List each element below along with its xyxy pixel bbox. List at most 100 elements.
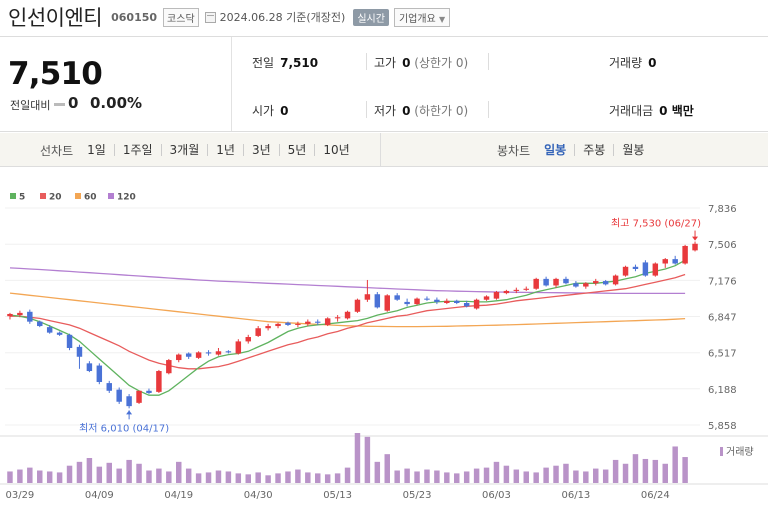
volume-bar	[17, 469, 23, 483]
period-3y[interactable]: 3년	[242, 144, 279, 156]
candle-body	[682, 245, 688, 264]
candle-body	[86, 363, 93, 372]
candle-body	[692, 243, 698, 251]
volume-bar	[136, 463, 142, 483]
y-tick-label: 6,847	[708, 313, 737, 324]
price-box: 7,510 전일대비 0 0.00%	[0, 37, 232, 131]
candle-body	[126, 396, 132, 407]
volume-bar	[463, 471, 470, 483]
period-3m[interactable]: 3개월	[160, 144, 208, 156]
volume-bar	[513, 469, 520, 483]
candle-body	[563, 278, 569, 284]
x-tick-label: 06/24	[641, 490, 670, 501]
volume-bar	[454, 473, 460, 483]
divider	[488, 101, 489, 118]
company-overview-dropdown[interactable]: 기업개요 ▼	[393, 7, 451, 27]
low-arrow-head-icon	[126, 410, 133, 415]
period-1d[interactable]: 1일	[87, 143, 106, 157]
candle-body	[176, 354, 182, 361]
volume-bar	[76, 461, 83, 483]
high-arrow-head-icon	[692, 236, 699, 241]
legend-label: 120	[117, 193, 136, 203]
open-value: 0	[280, 104, 289, 118]
volume-bar	[265, 475, 271, 483]
legend-swatch	[40, 193, 46, 199]
candle-body	[444, 300, 450, 304]
volume-bar	[344, 467, 351, 483]
period-1y[interactable]: 1년	[207, 144, 243, 156]
period-monthly[interactable]: 월봉	[613, 144, 652, 156]
candle-body	[394, 295, 400, 300]
candle-body	[593, 281, 599, 284]
legend-label: 20	[49, 193, 62, 203]
candle-body	[46, 327, 53, 333]
candle-body	[255, 328, 261, 336]
volume-bar	[176, 461, 182, 483]
candle-body	[295, 323, 301, 325]
candle-body	[523, 288, 529, 290]
candle-body	[384, 295, 390, 311]
volume-bar	[185, 468, 192, 483]
volume-bar	[553, 465, 559, 483]
volume-bar	[245, 474, 251, 483]
current-price: 7,510	[8, 56, 103, 92]
candle-body	[334, 317, 341, 319]
candle-body	[146, 390, 152, 393]
moving-average-lines	[9, 259, 686, 396]
x-tick-label: 03/29	[5, 490, 34, 501]
period-1w[interactable]: 1주일	[113, 144, 161, 156]
volume-bar	[37, 470, 43, 483]
candle-body	[344, 311, 351, 319]
realtime-button[interactable]: 실시간	[353, 8, 389, 26]
period-10y[interactable]: 10년	[314, 144, 357, 156]
volume-bar	[46, 471, 53, 483]
period-5y[interactable]: 5년	[278, 144, 315, 156]
candle-body	[642, 262, 649, 276]
candlesticks	[7, 241, 698, 409]
volume-bar	[275, 473, 281, 483]
candle-body	[424, 298, 430, 300]
volume-bar	[116, 468, 122, 483]
period-daily[interactable]: 일봉	[544, 143, 567, 157]
volume-bar	[305, 472, 311, 483]
volume-bar	[205, 472, 212, 483]
candle-body	[315, 321, 321, 323]
ma20-line	[10, 273, 686, 370]
volume-bar	[225, 471, 232, 483]
price-chart[interactable]: 5 20 60 120 거래량 7,836 7,506 7,176 6,847 6,517 6,…	[0, 183, 768, 514]
candle-body	[116, 389, 122, 402]
candle-body	[543, 278, 549, 286]
y-tick-label: 7,836	[708, 204, 737, 215]
prev-close-stat: 전일 7,510	[252, 54, 318, 71]
company-overview-label: 기업개요	[398, 13, 436, 25]
candle-body	[672, 259, 678, 264]
volume-bar	[424, 469, 430, 483]
candle-body	[166, 360, 172, 374]
volume-stat: 거래량 0	[609, 54, 656, 71]
candle-body	[483, 296, 490, 300]
volume-bar	[156, 468, 162, 483]
x-tick-label: 04/30	[244, 490, 273, 501]
candle-body	[27, 311, 33, 322]
stock-code: 060150	[111, 10, 158, 24]
upper-limit: (상한가 0)	[414, 56, 469, 70]
calendar-icon	[204, 11, 216, 23]
volume-bar	[315, 473, 321, 483]
line-chart-periods: 선차트 1일 1주일 3개월 1년 3년 5년 10년	[0, 133, 358, 167]
candle-body	[66, 334, 73, 348]
volume-bar	[503, 465, 510, 483]
period-weekly[interactable]: 주봉	[574, 144, 613, 156]
prev-close-value: 7,510	[280, 56, 319, 70]
divider	[366, 101, 367, 118]
volume-legend-swatch	[720, 447, 723, 456]
candle-body	[404, 301, 410, 305]
volume-bar	[195, 473, 202, 483]
ma60-line	[9, 292, 686, 328]
lower-limit: (하한가 0)	[414, 104, 469, 118]
divider	[366, 53, 367, 70]
legend-swatch	[10, 193, 16, 199]
value-traded-value: 0 백만	[659, 104, 694, 118]
y-tick-label: 6,517	[708, 349, 737, 360]
candle-body	[76, 346, 83, 357]
ma120-line	[9, 267, 686, 295]
